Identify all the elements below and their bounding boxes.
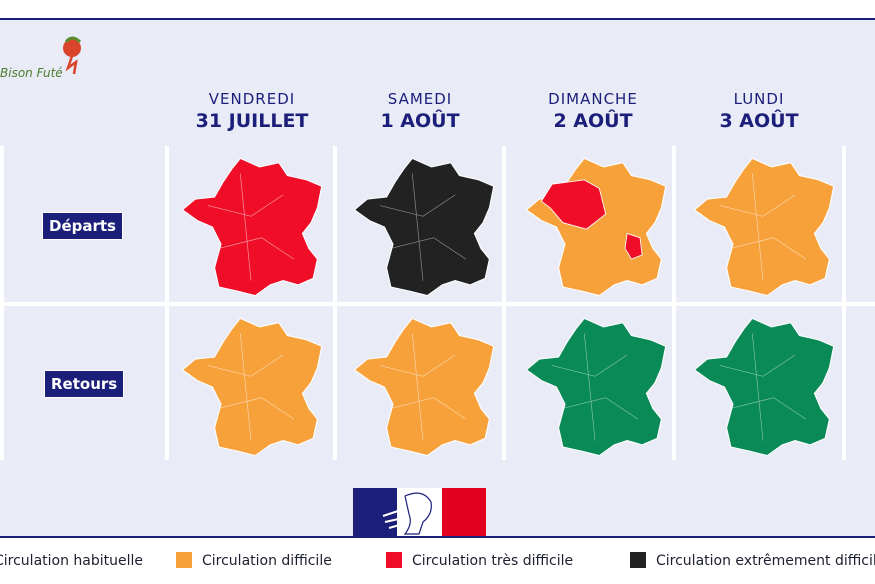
legend-swatch <box>386 552 402 568</box>
day-label: LUNDI <box>733 90 785 108</box>
column-header-monday: LUNDI 3 AOÛT <box>684 90 834 132</box>
column-divider <box>333 146 337 460</box>
column-header-sunday: DIMANCHE 2 AOÛT <box>518 90 668 132</box>
legend: Circulation habituelle Circulation diffi… <box>0 540 875 584</box>
row-label-departs: Départs <box>42 212 123 240</box>
map-retours-monday <box>693 317 835 457</box>
column-header-saturday: SAMEDI 1 AOÛT <box>345 90 495 132</box>
map-departs-monday <box>693 157 835 297</box>
marianne-logo-icon <box>353 488 486 536</box>
date-label: 2 AOÛT <box>553 110 633 132</box>
column-divider <box>0 146 4 460</box>
legend-item: Circulation habituelle <box>0 552 143 569</box>
legend-item: Circulation très difficile <box>386 552 573 569</box>
map-retours-sunday <box>525 317 667 457</box>
map-retours-friday <box>181 317 323 457</box>
legend-swatch <box>630 552 646 568</box>
legend-label: Circulation difficile <box>202 553 332 569</box>
logo-text: Bison Futé <box>0 66 63 80</box>
map-departs-saturday <box>353 157 495 297</box>
day-label: VENDREDI <box>208 90 296 108</box>
column-divider <box>672 146 676 460</box>
column-divider <box>842 146 846 460</box>
legend-item: Circulation extrêmement difficile <box>630 552 875 569</box>
bison-fute-logo-icon <box>0 34 90 84</box>
date-label: 31 JUILLET <box>195 110 309 132</box>
row-divider <box>0 302 875 306</box>
column-divider <box>502 146 506 460</box>
map-departs-friday <box>181 157 323 297</box>
legend-label: Circulation très difficile <box>412 553 574 569</box>
date-label: 3 AOÛT <box>719 110 799 132</box>
map-retours-saturday <box>353 317 495 457</box>
map-departs-sunday <box>525 157 667 297</box>
legend-swatch <box>176 552 192 568</box>
day-label: DIMANCHE <box>548 90 638 108</box>
date-label: 1 AOÛT <box>380 110 460 132</box>
column-divider <box>165 146 169 460</box>
legend-label: Circulation extrêmement difficile <box>656 553 875 569</box>
column-header-friday: VENDREDI 31 JUILLET <box>177 90 327 132</box>
legend-item: Circulation difficile <box>176 552 332 569</box>
legend-label: Circulation habituelle <box>0 553 144 569</box>
row-label-retours: Retours <box>44 370 125 398</box>
day-label: SAMEDI <box>387 90 453 108</box>
